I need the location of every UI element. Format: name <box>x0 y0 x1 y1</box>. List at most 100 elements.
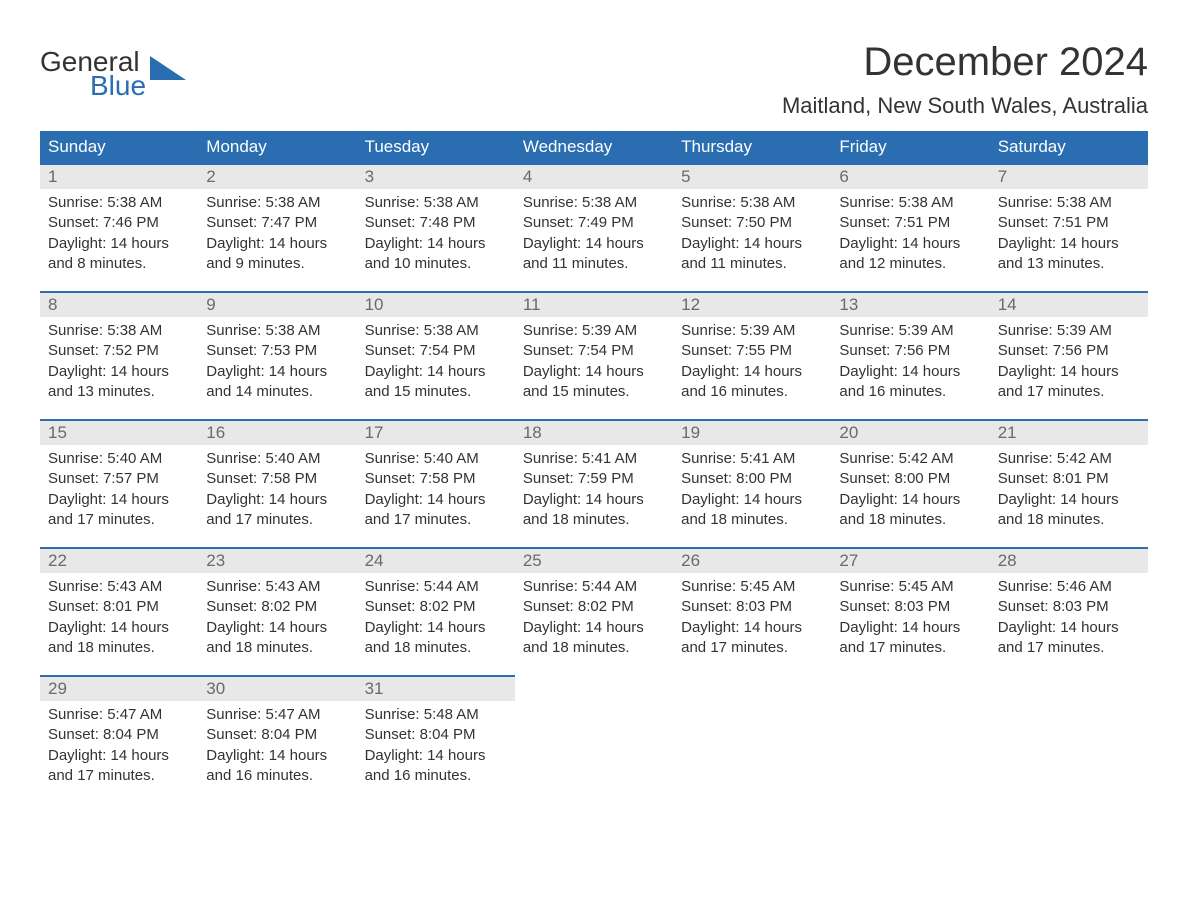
daylight-line1: Daylight: 14 hours <box>839 234 981 254</box>
calendar-row: 8Sunrise: 5:38 AMSunset: 7:52 PMDaylight… <box>40 292 1148 420</box>
calendar-row: 29Sunrise: 5:47 AMSunset: 8:04 PMDayligh… <box>40 676 1148 804</box>
day-body: Sunrise: 5:39 AMSunset: 7:54 PMDaylight:… <box>515 317 673 412</box>
sunset-text: Sunset: 8:01 PM <box>998 469 1140 489</box>
calendar-cell: 1Sunrise: 5:38 AMSunset: 7:46 PMDaylight… <box>40 164 198 292</box>
weekday-header: Thursday <box>673 131 831 164</box>
daylight-line2: and 16 minutes. <box>839 382 981 402</box>
day-body: Sunrise: 5:44 AMSunset: 8:02 PMDaylight:… <box>357 573 515 668</box>
daylight-line2: and 17 minutes. <box>48 766 190 786</box>
sunset-text: Sunset: 8:01 PM <box>48 597 190 617</box>
day-body: Sunrise: 5:47 AMSunset: 8:04 PMDaylight:… <box>198 701 356 796</box>
sunrise-text: Sunrise: 5:38 AM <box>365 193 507 213</box>
sunrise-text: Sunrise: 5:41 AM <box>523 449 665 469</box>
daylight-line2: and 16 minutes. <box>206 766 348 786</box>
calendar-cell: 28Sunrise: 5:46 AMSunset: 8:03 PMDayligh… <box>990 548 1148 676</box>
sunset-text: Sunset: 8:00 PM <box>839 469 981 489</box>
sunrise-text: Sunrise: 5:40 AM <box>206 449 348 469</box>
sunset-text: Sunset: 8:00 PM <box>681 469 823 489</box>
day-body: Sunrise: 5:38 AMSunset: 7:47 PMDaylight:… <box>198 189 356 284</box>
calendar-table: Sunday Monday Tuesday Wednesday Thursday… <box>40 131 1148 804</box>
day-body: Sunrise: 5:45 AMSunset: 8:03 PMDaylight:… <box>831 573 989 668</box>
sunrise-text: Sunrise: 5:45 AM <box>681 577 823 597</box>
day-number: 9 <box>198 293 356 317</box>
day-body: Sunrise: 5:40 AMSunset: 7:57 PMDaylight:… <box>40 445 198 540</box>
daylight-line2: and 9 minutes. <box>206 254 348 274</box>
day-body: Sunrise: 5:39 AMSunset: 7:55 PMDaylight:… <box>673 317 831 412</box>
sunrise-text: Sunrise: 5:38 AM <box>48 321 190 341</box>
daylight-line2: and 18 minutes. <box>206 638 348 658</box>
calendar-cell: 21Sunrise: 5:42 AMSunset: 8:01 PMDayligh… <box>990 420 1148 548</box>
daylight-line2: and 14 minutes. <box>206 382 348 402</box>
daylight-line1: Daylight: 14 hours <box>206 490 348 510</box>
weekday-header: Wednesday <box>515 131 673 164</box>
sunset-text: Sunset: 7:56 PM <box>998 341 1140 361</box>
day-number: 20 <box>831 421 989 445</box>
day-number: 6 <box>831 165 989 189</box>
day-body: Sunrise: 5:38 AMSunset: 7:51 PMDaylight:… <box>831 189 989 284</box>
daylight-line2: and 13 minutes. <box>48 382 190 402</box>
daylight-line1: Daylight: 14 hours <box>365 490 507 510</box>
daylight-line1: Daylight: 14 hours <box>48 490 190 510</box>
daylight-line1: Daylight: 14 hours <box>681 362 823 382</box>
day-body: Sunrise: 5:45 AMSunset: 8:03 PMDaylight:… <box>673 573 831 668</box>
daylight-line2: and 18 minutes. <box>365 638 507 658</box>
sunset-text: Sunset: 8:03 PM <box>681 597 823 617</box>
calendar-cell: 4Sunrise: 5:38 AMSunset: 7:49 PMDaylight… <box>515 164 673 292</box>
sunrise-text: Sunrise: 5:48 AM <box>365 705 507 725</box>
calendar-cell: 11Sunrise: 5:39 AMSunset: 7:54 PMDayligh… <box>515 292 673 420</box>
daylight-line2: and 17 minutes. <box>365 510 507 530</box>
daylight-line2: and 17 minutes. <box>48 510 190 530</box>
daylight-line1: Daylight: 14 hours <box>523 490 665 510</box>
sunset-text: Sunset: 7:51 PM <box>998 213 1140 233</box>
day-number: 19 <box>673 421 831 445</box>
sunrise-text: Sunrise: 5:39 AM <box>523 321 665 341</box>
sunset-text: Sunset: 8:04 PM <box>365 725 507 745</box>
day-number: 21 <box>990 421 1148 445</box>
daylight-line2: and 15 minutes. <box>365 382 507 402</box>
sunrise-text: Sunrise: 5:40 AM <box>48 449 190 469</box>
sunset-text: Sunset: 8:04 PM <box>48 725 190 745</box>
sunrise-text: Sunrise: 5:47 AM <box>206 705 348 725</box>
calendar-cell: 7Sunrise: 5:38 AMSunset: 7:51 PMDaylight… <box>990 164 1148 292</box>
sunset-text: Sunset: 8:02 PM <box>365 597 507 617</box>
day-number: 12 <box>673 293 831 317</box>
sunset-text: Sunset: 7:46 PM <box>48 213 190 233</box>
sunrise-text: Sunrise: 5:42 AM <box>839 449 981 469</box>
daylight-line2: and 17 minutes. <box>998 382 1140 402</box>
sunrise-text: Sunrise: 5:46 AM <box>998 577 1140 597</box>
daylight-line1: Daylight: 14 hours <box>839 362 981 382</box>
day-body: Sunrise: 5:38 AMSunset: 7:53 PMDaylight:… <box>198 317 356 412</box>
day-body: Sunrise: 5:48 AMSunset: 8:04 PMDaylight:… <box>357 701 515 796</box>
weekday-header: Tuesday <box>357 131 515 164</box>
day-body: Sunrise: 5:43 AMSunset: 8:02 PMDaylight:… <box>198 573 356 668</box>
day-body: Sunrise: 5:38 AMSunset: 7:51 PMDaylight:… <box>990 189 1148 284</box>
day-body: Sunrise: 5:47 AMSunset: 8:04 PMDaylight:… <box>40 701 198 796</box>
location-text: Maitland, New South Wales, Australia <box>782 93 1148 119</box>
sunset-text: Sunset: 7:53 PM <box>206 341 348 361</box>
logo-line2: Blue <box>40 74 146 98</box>
sunset-text: Sunset: 7:52 PM <box>48 341 190 361</box>
daylight-line2: and 17 minutes. <box>681 638 823 658</box>
day-number: 30 <box>198 677 356 701</box>
weekday-header: Sunday <box>40 131 198 164</box>
daylight-line2: and 18 minutes. <box>998 510 1140 530</box>
day-body: Sunrise: 5:40 AMSunset: 7:58 PMDaylight:… <box>357 445 515 540</box>
day-number: 29 <box>40 677 198 701</box>
daylight-line2: and 16 minutes. <box>681 382 823 402</box>
calendar-cell: 24Sunrise: 5:44 AMSunset: 8:02 PMDayligh… <box>357 548 515 676</box>
daylight-line2: and 12 minutes. <box>839 254 981 274</box>
sunset-text: Sunset: 7:49 PM <box>523 213 665 233</box>
calendar-cell: 5Sunrise: 5:38 AMSunset: 7:50 PMDaylight… <box>673 164 831 292</box>
sunrise-text: Sunrise: 5:39 AM <box>681 321 823 341</box>
calendar-cell: 16Sunrise: 5:40 AMSunset: 7:58 PMDayligh… <box>198 420 356 548</box>
calendar-cell <box>831 676 989 804</box>
day-number: 2 <box>198 165 356 189</box>
sunset-text: Sunset: 8:02 PM <box>206 597 348 617</box>
calendar-cell: 18Sunrise: 5:41 AMSunset: 7:59 PMDayligh… <box>515 420 673 548</box>
calendar-cell: 22Sunrise: 5:43 AMSunset: 8:01 PMDayligh… <box>40 548 198 676</box>
day-number: 26 <box>673 549 831 573</box>
sunrise-text: Sunrise: 5:38 AM <box>839 193 981 213</box>
calendar-cell: 20Sunrise: 5:42 AMSunset: 8:00 PMDayligh… <box>831 420 989 548</box>
calendar-cell: 2Sunrise: 5:38 AMSunset: 7:47 PMDaylight… <box>198 164 356 292</box>
sunset-text: Sunset: 7:55 PM <box>681 341 823 361</box>
